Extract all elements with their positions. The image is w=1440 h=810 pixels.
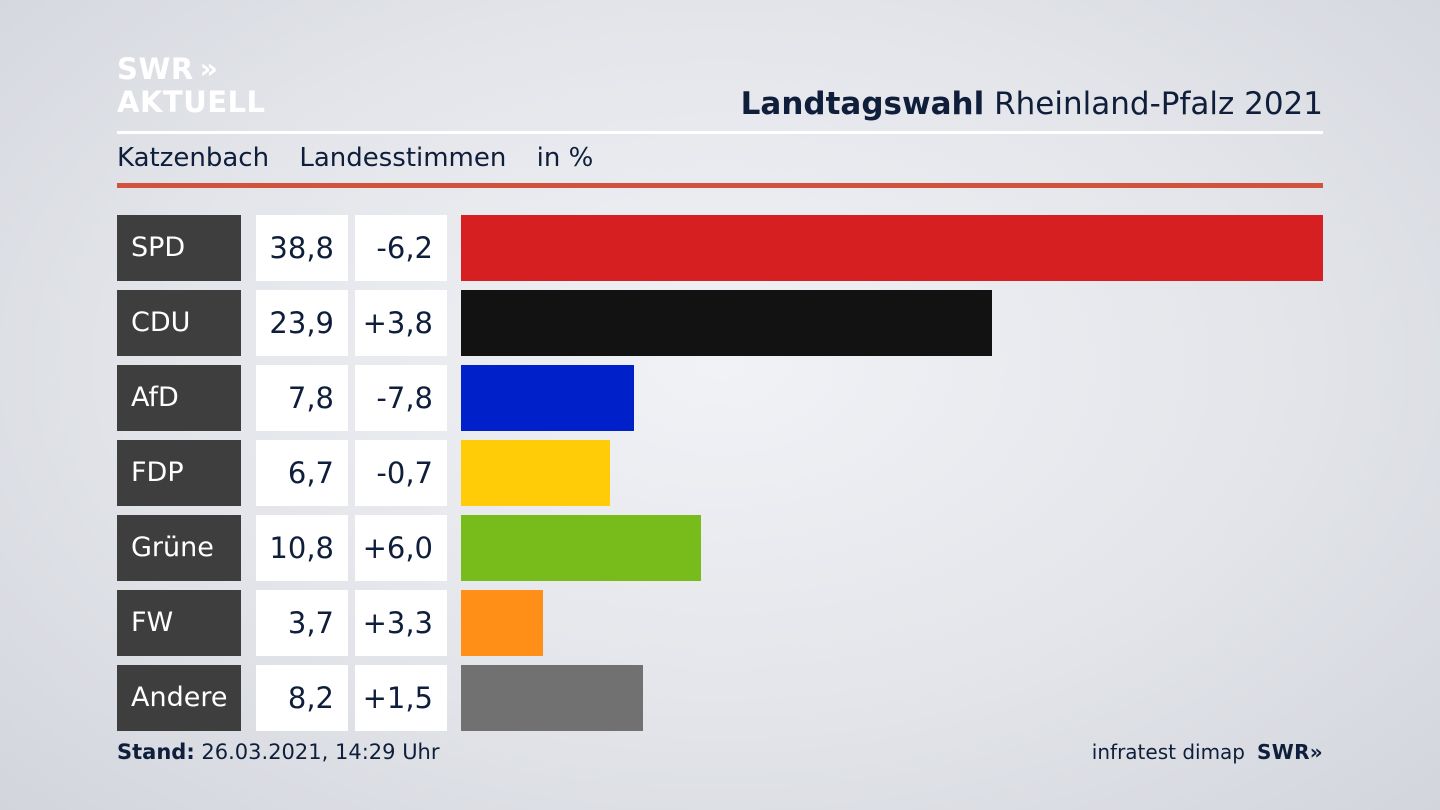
vote-share-value: 3,7	[256, 590, 348, 656]
page-title: Landtagswahl Rheinland-Pfalz 2021	[741, 86, 1323, 122]
vote-change-value: +1,5	[355, 665, 447, 731]
vote-share-value: 6,7	[256, 440, 348, 506]
party-label: SPD	[117, 215, 241, 281]
result-row: AfD 7,8 -7,8	[117, 365, 1323, 431]
party-label: FW	[117, 590, 241, 656]
subtitle: Katzenbach Landesstimmen in %	[117, 143, 615, 173]
vote-change-value: +3,8	[355, 290, 447, 356]
result-row: FDP 6,7 -0,7	[117, 440, 1323, 506]
bar-cdu	[461, 290, 992, 356]
result-row: CDU 23,9 +3,8	[117, 290, 1323, 356]
vote-change-value: -6,2	[355, 215, 447, 281]
vote-change-value: +3,3	[355, 590, 447, 656]
bar-spd	[461, 215, 1323, 281]
party-label: AfD	[117, 365, 241, 431]
party-label: Grüne	[117, 515, 241, 581]
title-rest: Rheinland-Pfalz 2021	[994, 86, 1323, 122]
vote-change-value: +6,0	[355, 515, 447, 581]
logo-swr-text: SWR	[117, 51, 194, 86]
vote-change-value: -0,7	[355, 440, 447, 506]
result-row: Grüne 10,8 +6,0	[117, 515, 1323, 581]
title-bold: Landtagswahl	[740, 86, 985, 122]
vote-share-value: 23,9	[256, 290, 348, 356]
bar-fw	[461, 590, 543, 656]
logo-top-row: SWR »	[117, 52, 266, 85]
bar-grüne	[461, 515, 701, 581]
party-label: CDU	[117, 290, 241, 356]
source-credit: infratest dimap SWR»	[1092, 740, 1323, 764]
vote-share-value: 7,8	[256, 365, 348, 431]
swr-aktuell-logo: SWR » AKTUELL	[117, 52, 266, 118]
vote-share-value: 8,2	[256, 665, 348, 731]
result-row: FW 3,7 +3,3	[117, 590, 1323, 656]
vote-change-value: -7,8	[355, 365, 447, 431]
party-label: FDP	[117, 440, 241, 506]
vote-type-label: Landesstimmen	[299, 143, 507, 173]
vote-share-value: 10,8	[256, 515, 348, 581]
location-label: Katzenbach	[117, 143, 270, 173]
subtitle-divider	[117, 183, 1323, 188]
swr-footer-logo: SWR»	[1257, 740, 1323, 764]
stand-value: 26.03.2021, 14:29 Uhr	[201, 740, 440, 764]
timestamp: Stand: 26.03.2021, 14:29 Uhr	[117, 740, 440, 764]
stand-label: Stand:	[117, 740, 195, 764]
vote-share-value: 38,8	[256, 215, 348, 281]
logo-bottom-row: AKTUELL	[117, 85, 266, 118]
result-row: Andere 8,2 +1,5	[117, 665, 1323, 731]
result-row: SPD 38,8 -6,2	[117, 215, 1323, 281]
logo-aktuell-text: AKTUELL	[117, 84, 266, 119]
party-label: Andere	[117, 665, 241, 731]
bar-andere	[461, 665, 643, 731]
unit-label: in %	[536, 143, 594, 173]
bar-afd	[461, 365, 634, 431]
bar-fdp	[461, 440, 610, 506]
source-label: infratest dimap	[1091, 740, 1245, 764]
header-divider	[117, 131, 1323, 134]
